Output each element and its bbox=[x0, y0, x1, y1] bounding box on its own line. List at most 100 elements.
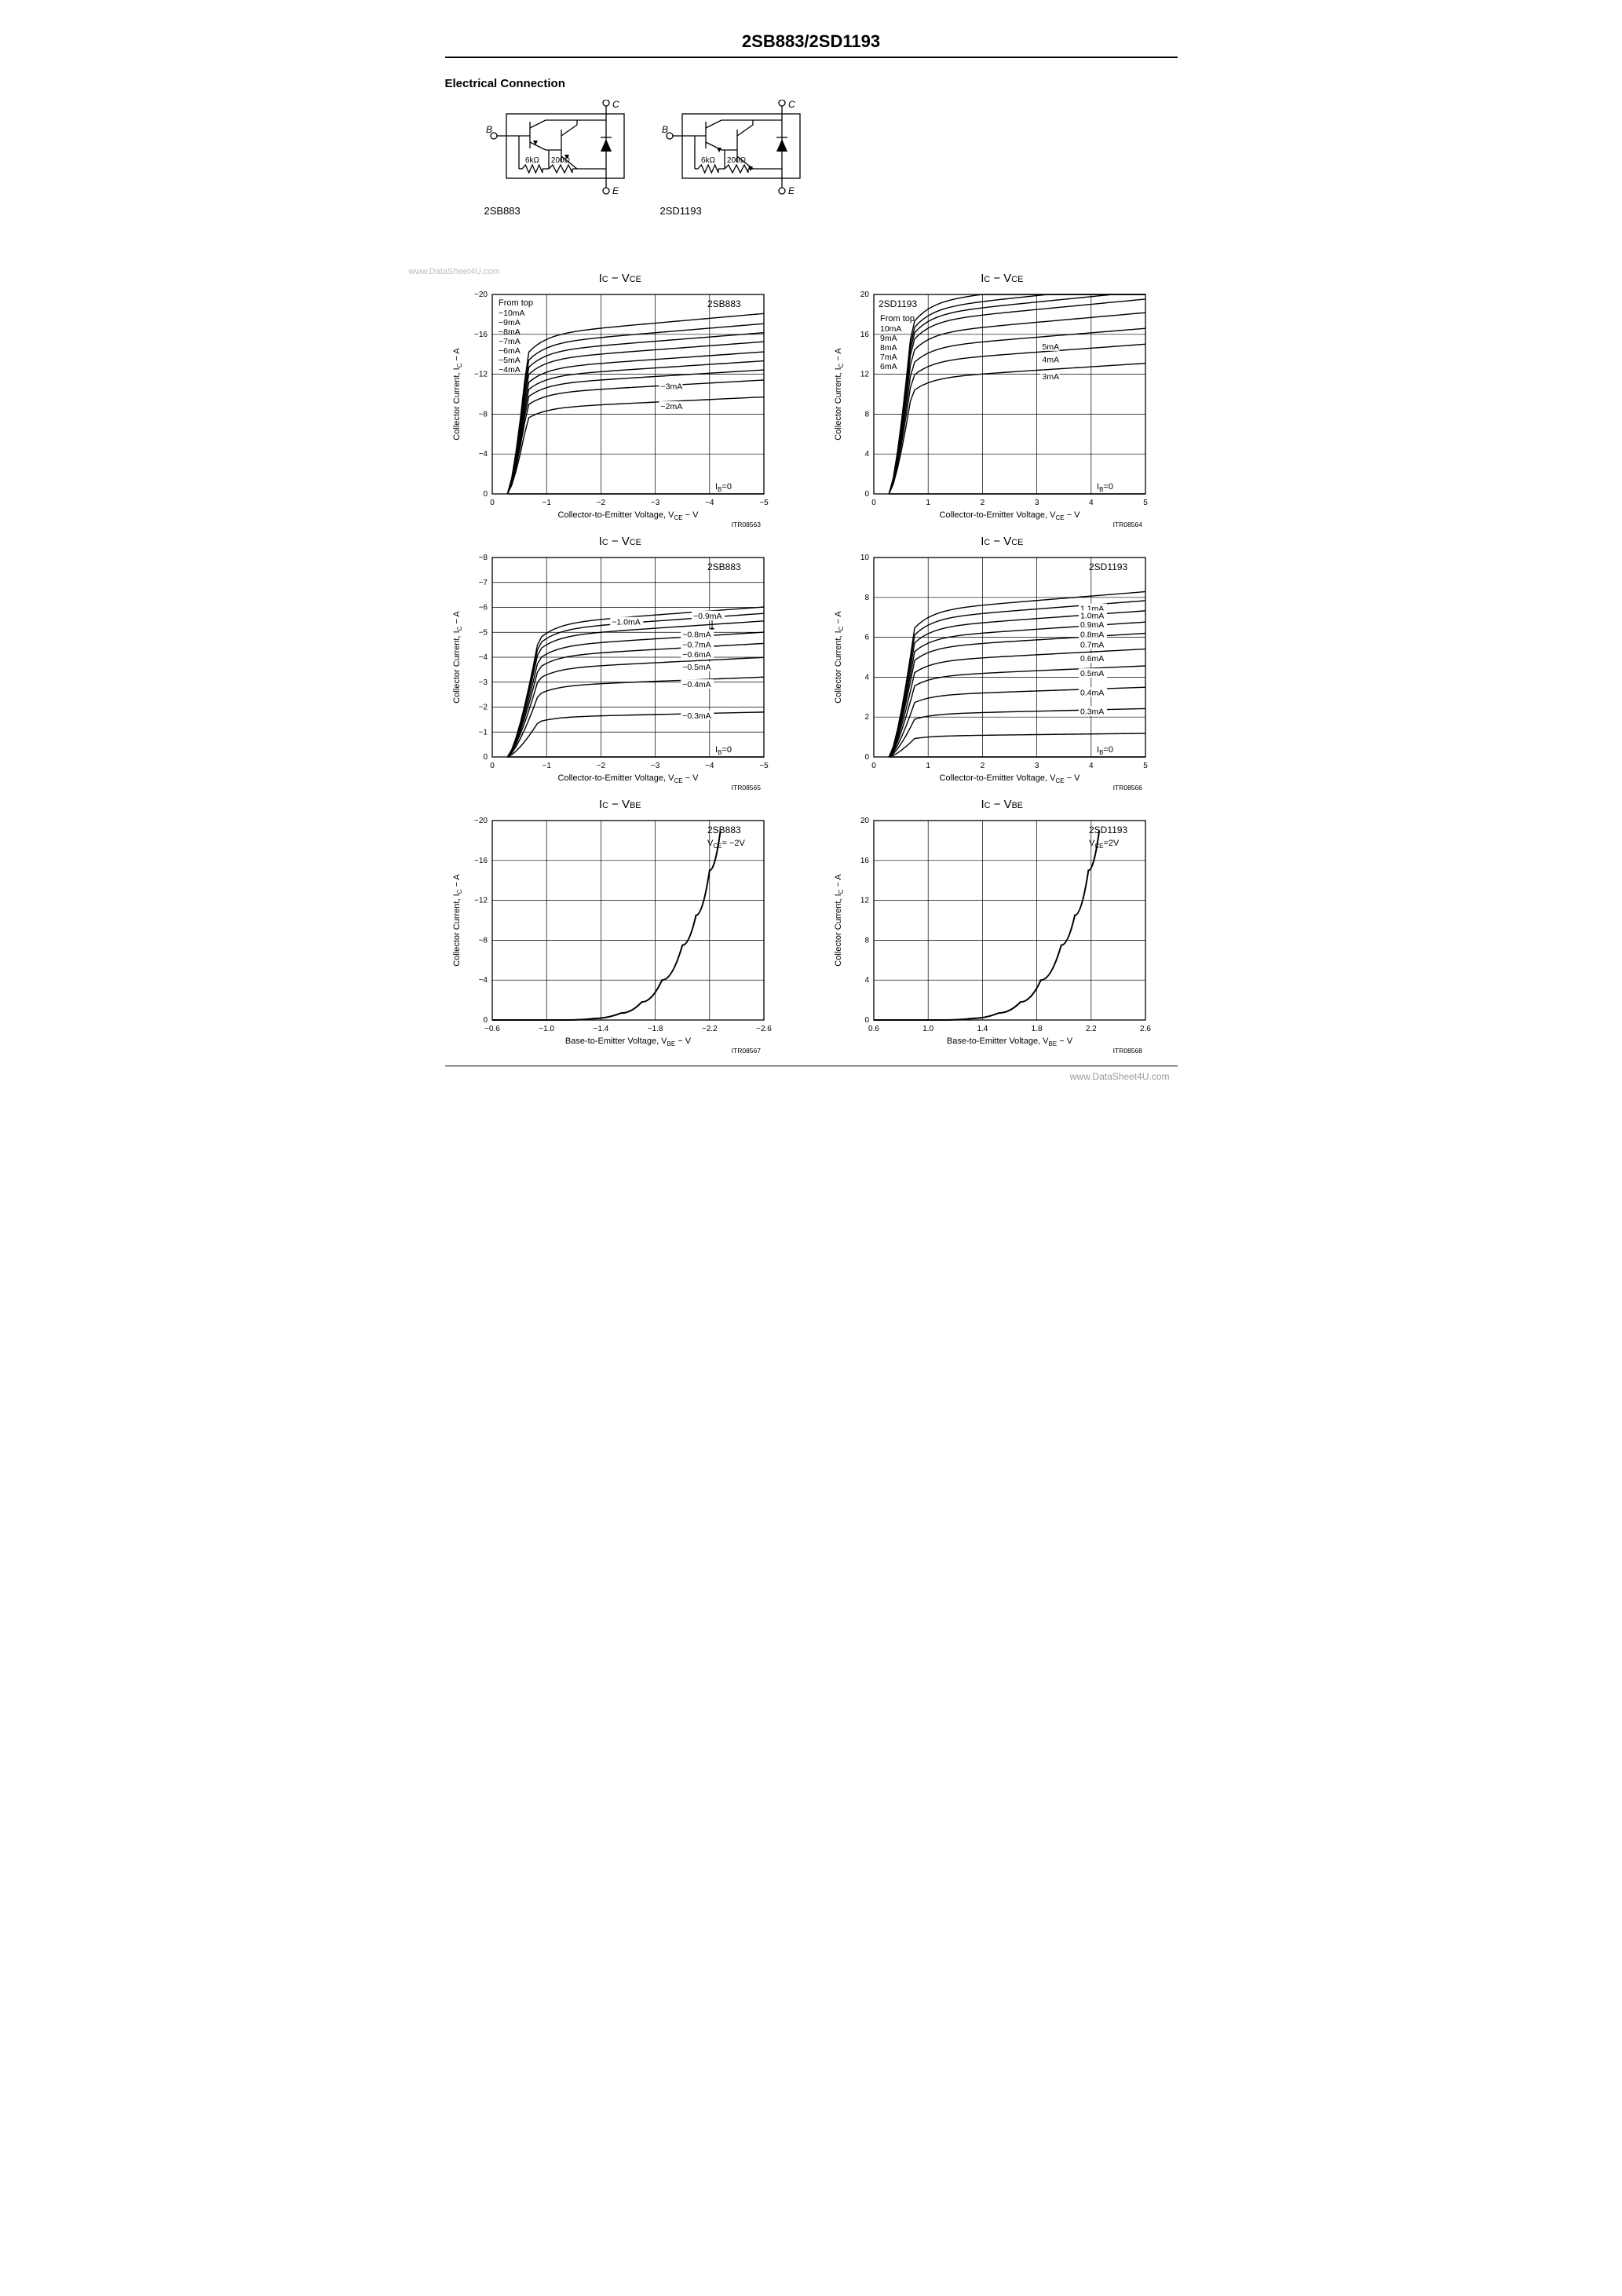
watermark-right: www.DataSheet4U.com bbox=[445, 1071, 1178, 1082]
svg-text:−12: −12 bbox=[474, 371, 488, 379]
svg-text:−10mA: −10mA bbox=[499, 309, 525, 318]
svg-text:−3mA: −3mA bbox=[660, 382, 682, 392]
chart-title: IC − VBE bbox=[827, 798, 1178, 811]
svg-text:−1: −1 bbox=[542, 499, 551, 507]
chart-c6: 0.61.01.41.82.22.60481216202SD1193VCE=2V… bbox=[827, 813, 1156, 1056]
svg-text:20: 20 bbox=[860, 817, 870, 825]
schematic-svg: CEB6kΩ200Ω bbox=[660, 100, 817, 202]
svg-text:−6mA: −6mA bbox=[499, 346, 521, 356]
svg-text:3mA: 3mA bbox=[1043, 372, 1060, 382]
svg-text:6: 6 bbox=[864, 634, 869, 642]
svg-text:4: 4 bbox=[864, 976, 869, 985]
svg-text:2SD1193: 2SD1193 bbox=[1089, 561, 1127, 572]
svg-text:B: B bbox=[486, 124, 492, 135]
svg-text:ITR08566: ITR08566 bbox=[1113, 784, 1143, 792]
chart-title: IC − VBE bbox=[445, 798, 796, 811]
svg-text:−3: −3 bbox=[478, 678, 488, 687]
svg-text:6mA: 6mA bbox=[880, 362, 897, 371]
svg-text:0.7mA: 0.7mA bbox=[1080, 640, 1104, 649]
chart-c1: 0−1−2−3−4−50−4−8−12−16−202SB883From top−… bbox=[445, 287, 775, 530]
svg-text:−4: −4 bbox=[478, 653, 488, 662]
svg-text:5: 5 bbox=[1143, 499, 1148, 507]
svg-text:C: C bbox=[788, 100, 795, 110]
chart-cell: IC − VCE0123450481216202SD1193From top10… bbox=[827, 272, 1178, 530]
svg-text:2SD1193: 2SD1193 bbox=[1089, 824, 1127, 835]
section-heading: Electrical Connection bbox=[445, 77, 1178, 90]
svg-text:−4: −4 bbox=[705, 762, 714, 770]
svg-text:−2: −2 bbox=[478, 704, 488, 712]
svg-text:200Ω: 200Ω bbox=[550, 156, 570, 165]
chart-title: IC − VCE bbox=[827, 535, 1178, 548]
svg-text:−8: −8 bbox=[478, 410, 488, 419]
svg-text:0.6: 0.6 bbox=[868, 1025, 879, 1033]
svg-text:−0.4mA: −0.4mA bbox=[682, 680, 711, 689]
svg-text:10mA: 10mA bbox=[880, 324, 901, 334]
page-title: 2SB883/2SD1193 bbox=[445, 31, 1178, 58]
watermark-left: www.DataSheet4U.com bbox=[409, 267, 500, 276]
svg-text:8mA: 8mA bbox=[880, 343, 897, 353]
svg-text:12: 12 bbox=[860, 897, 870, 905]
svg-text:1.8: 1.8 bbox=[1032, 1025, 1043, 1033]
svg-text:1: 1 bbox=[926, 762, 930, 770]
svg-text:2SB883: 2SB883 bbox=[707, 298, 741, 309]
svg-text:10: 10 bbox=[860, 554, 870, 562]
svg-text:E: E bbox=[612, 185, 619, 196]
svg-text:B: B bbox=[662, 124, 668, 135]
svg-text:0.8mA: 0.8mA bbox=[1080, 631, 1104, 640]
svg-text:1.4: 1.4 bbox=[977, 1025, 988, 1033]
svg-text:−2mA: −2mA bbox=[660, 402, 682, 411]
svg-text:−8: −8 bbox=[478, 936, 488, 945]
svg-text:0: 0 bbox=[864, 490, 869, 499]
chart-c2: 0123450481216202SD1193From top10mA9mA8mA… bbox=[827, 287, 1156, 530]
svg-text:0.5mA: 0.5mA bbox=[1080, 669, 1104, 678]
svg-text:E: E bbox=[788, 185, 795, 196]
svg-text:ITR08567: ITR08567 bbox=[731, 1047, 761, 1055]
svg-text:2: 2 bbox=[981, 499, 985, 507]
svg-text:2SB883: 2SB883 bbox=[707, 561, 741, 572]
svg-text:ITR08565: ITR08565 bbox=[731, 784, 761, 792]
svg-text:ITR08568: ITR08568 bbox=[1113, 1047, 1143, 1055]
chart-cell: IC − VBE−0.6−1.0−1.4−1.8−2.2−2.60−4−8−12… bbox=[445, 798, 796, 1056]
svg-text:1.0: 1.0 bbox=[922, 1025, 933, 1033]
svg-text:ITR08564: ITR08564 bbox=[1113, 521, 1143, 528]
svg-text:−6: −6 bbox=[478, 604, 488, 612]
svg-text:8: 8 bbox=[864, 594, 869, 602]
svg-text:0: 0 bbox=[864, 753, 869, 762]
svg-text:−2: −2 bbox=[596, 762, 605, 770]
schematic-label: 2SD1193 bbox=[660, 205, 817, 217]
schematic-row: CEB6kΩ200Ω2SB883 CEB6kΩ200Ω2SD1193 bbox=[484, 100, 1178, 217]
svg-text:−4mA: −4mA bbox=[499, 365, 521, 375]
svg-text:−1.8: −1.8 bbox=[647, 1025, 663, 1033]
svg-text:0: 0 bbox=[490, 762, 495, 770]
svg-text:Collector Current, IC − A: Collector Current, IC − A bbox=[834, 611, 845, 704]
chart-c5: −0.6−1.0−1.4−1.8−2.2−2.60−4−8−12−16−202S… bbox=[445, 813, 775, 1056]
svg-text:Collector Current, IC − A: Collector Current, IC − A bbox=[452, 348, 463, 441]
svg-text:12: 12 bbox=[860, 371, 870, 379]
svg-text:−20: −20 bbox=[474, 291, 488, 299]
svg-text:−20: −20 bbox=[474, 817, 488, 825]
svg-text:VCE=2V: VCE=2V bbox=[1089, 839, 1120, 850]
svg-text:−5: −5 bbox=[478, 628, 488, 637]
svg-text:3: 3 bbox=[1035, 499, 1039, 507]
svg-text:0: 0 bbox=[483, 490, 488, 499]
svg-text:2SB883: 2SB883 bbox=[707, 824, 741, 835]
svg-text:−4: −4 bbox=[705, 499, 714, 507]
svg-text:Collector Current, IC − A: Collector Current, IC − A bbox=[452, 874, 463, 967]
chart-cell: IC − VCE0−1−2−3−4−50−4−8−12−16−202SB883F… bbox=[445, 272, 796, 530]
svg-text:From top: From top bbox=[499, 298, 533, 308]
svg-text:6kΩ: 6kΩ bbox=[700, 156, 715, 165]
svg-text:4: 4 bbox=[1089, 762, 1094, 770]
svg-text:−8mA: −8mA bbox=[499, 327, 521, 337]
svg-text:−1.0: −1.0 bbox=[539, 1025, 554, 1033]
svg-text:0.9mA: 0.9mA bbox=[1080, 620, 1104, 630]
svg-text:−8: −8 bbox=[478, 554, 488, 562]
schematic-label: 2SB883 bbox=[484, 205, 641, 217]
svg-text:−12: −12 bbox=[474, 897, 488, 905]
svg-text:−4: −4 bbox=[478, 976, 488, 985]
schematic-2sb883: CEB6kΩ200Ω2SB883 bbox=[484, 100, 641, 217]
svg-text:1: 1 bbox=[926, 499, 930, 507]
svg-text:2.2: 2.2 bbox=[1086, 1025, 1097, 1033]
svg-text:−5: −5 bbox=[759, 499, 769, 507]
svg-text:−9mA: −9mA bbox=[499, 318, 521, 327]
svg-text:16: 16 bbox=[860, 331, 870, 339]
